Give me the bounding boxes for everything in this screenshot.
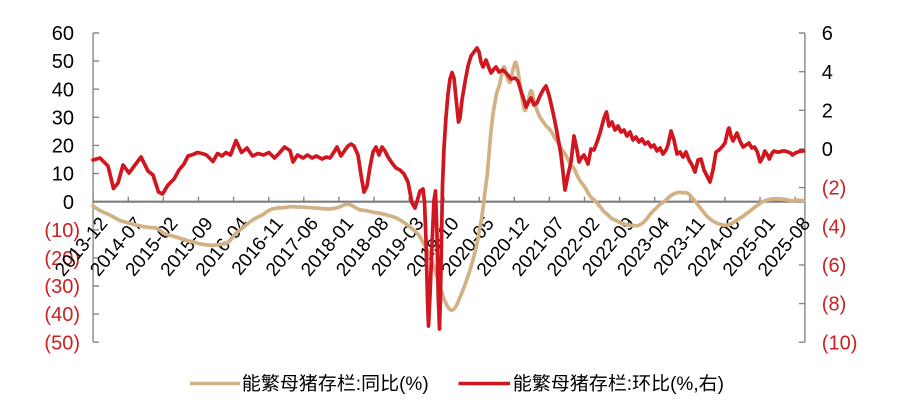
svg-text:6: 6 bbox=[822, 23, 833, 45]
svg-text:(%,: (%, bbox=[670, 374, 699, 395]
svg-text:(30): (30) bbox=[44, 276, 80, 298]
svg-text:0: 0 bbox=[822, 139, 833, 161]
svg-text:50: 50 bbox=[52, 51, 74, 73]
svg-text:(50): (50) bbox=[44, 332, 80, 354]
svg-text:(2): (2) bbox=[822, 178, 846, 200]
svg-text:(10): (10) bbox=[822, 332, 858, 354]
svg-text:2: 2 bbox=[822, 100, 833, 122]
svg-text:0: 0 bbox=[63, 192, 74, 214]
svg-text:60: 60 bbox=[52, 23, 74, 45]
svg-text:(4): (4) bbox=[822, 216, 846, 238]
svg-text:(10): (10) bbox=[44, 220, 80, 242]
svg-text::: : bbox=[356, 374, 361, 395]
svg-text:40: 40 bbox=[52, 79, 74, 101]
svg-text:30: 30 bbox=[52, 107, 74, 129]
svg-text:(8): (8) bbox=[822, 294, 846, 316]
svg-text:): ) bbox=[718, 374, 724, 395]
svg-text:10: 10 bbox=[52, 164, 74, 186]
svg-text::: : bbox=[627, 374, 632, 395]
svg-text:4: 4 bbox=[822, 62, 833, 84]
svg-text:(20): (20) bbox=[44, 248, 80, 270]
svg-text:20: 20 bbox=[52, 136, 74, 158]
svg-text:(6): (6) bbox=[822, 255, 846, 277]
svg-text:(%): (%) bbox=[399, 374, 429, 395]
svg-text:(40): (40) bbox=[44, 304, 80, 326]
